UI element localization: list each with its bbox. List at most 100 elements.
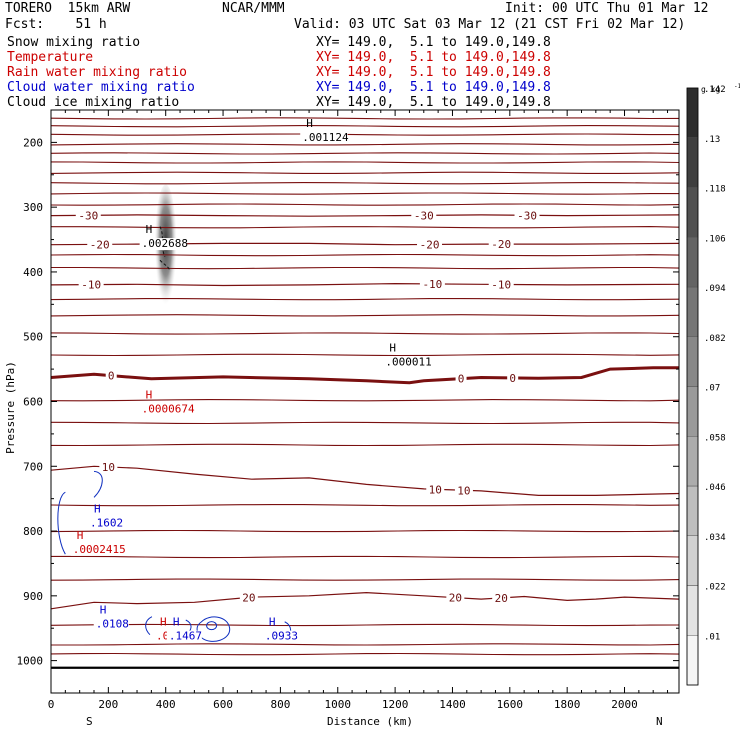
max-marker: H xyxy=(100,603,107,616)
isotherm-line xyxy=(50,282,680,287)
colorbar-label: .046 xyxy=(704,483,726,493)
isotherm-line xyxy=(50,332,680,335)
isotherm-label: -10 xyxy=(422,278,442,291)
isotherm-label-bg xyxy=(492,591,511,603)
x-tick-label: 600 xyxy=(213,698,233,711)
field-label-temperature: Temperature xyxy=(7,50,94,65)
field-xy-snow: XY= 149.0, 5.1 to 149.0,149.8 xyxy=(316,35,551,50)
y-axis-label: Pressure (hPa) xyxy=(4,361,17,454)
model-title: TORERO 15km ARW xyxy=(5,1,131,16)
isotherm-line xyxy=(50,421,680,425)
isotherm-label: 0 xyxy=(509,372,516,385)
isotherm-label-bg xyxy=(426,483,445,495)
x-tick-label: 1400 xyxy=(439,698,466,711)
max-label-bg xyxy=(262,630,298,643)
isotherm-line xyxy=(50,529,680,533)
x-tick-label: 1000 xyxy=(325,698,352,711)
x-axis-label: Distance (km) xyxy=(327,715,413,728)
x-tick-label: 800 xyxy=(270,698,290,711)
isotherm-label-bg xyxy=(99,460,118,472)
x-tick-label: 1600 xyxy=(497,698,524,711)
max-marker: H xyxy=(269,616,276,629)
field-xy-cloud-water: XY= 149.0, 5.1 to 149.0,149.8 xyxy=(316,80,551,95)
max-marker: H xyxy=(160,616,167,629)
colorbar-unit: g kg xyxy=(701,85,720,94)
isotherm-line xyxy=(50,161,680,164)
field-xy-rain: XY= 149.0, 5.1 to 149.0,149.8 xyxy=(316,65,551,80)
forecast-hour: Fcst: 51 h xyxy=(5,17,107,32)
max-value: .0002415 xyxy=(73,543,126,556)
isotherm-line xyxy=(51,266,680,270)
max-marker: H xyxy=(306,117,313,130)
isotherm-label: 0 xyxy=(108,370,115,383)
colorbar-cell xyxy=(686,535,699,586)
isotherm-label-bg xyxy=(446,591,465,603)
colorbar-cell xyxy=(686,436,699,487)
isotherm-label: -10 xyxy=(491,278,511,291)
max-label-bg xyxy=(70,543,125,556)
isotherm-line xyxy=(50,314,680,317)
y-tick-label: 300 xyxy=(23,201,43,214)
cloud-water-contour xyxy=(196,616,231,642)
max-label-bg xyxy=(300,131,348,144)
isotherm-line xyxy=(50,192,679,195)
colorbar-unit-exp: -1 xyxy=(734,83,740,90)
colorbar-label: .082 xyxy=(704,334,726,344)
colorbar-cell xyxy=(686,137,699,188)
isotherm-label: -30 xyxy=(517,209,537,222)
colorbar-label: .13 xyxy=(704,135,720,145)
isotherm-label: 0 xyxy=(458,373,465,386)
colorbar-cell xyxy=(686,187,699,238)
max-label-bg xyxy=(88,517,124,530)
max-label-bg xyxy=(93,618,129,631)
colorbar-cell xyxy=(686,87,699,138)
colorbar-cell xyxy=(686,237,699,288)
cloud-water-contour xyxy=(206,621,218,631)
y-tick-label: 400 xyxy=(23,266,43,279)
init-time: Init: 00 UTC Thu 01 Mar 12 xyxy=(505,1,709,16)
isotherm-label: 10 xyxy=(457,484,470,497)
isotherm-line xyxy=(50,152,680,155)
isotherm-line xyxy=(50,504,680,507)
max-value: .1602 xyxy=(90,516,123,529)
isotherm-line xyxy=(50,366,679,385)
max-marker: H xyxy=(146,388,153,401)
isotherm-line xyxy=(50,353,680,357)
isotherm-line xyxy=(50,298,680,301)
max-marker: H xyxy=(77,529,84,542)
colorbar-label: .058 xyxy=(704,433,726,443)
isotherm-label: 20 xyxy=(449,592,462,605)
isotherm-line xyxy=(50,182,680,185)
isotherm-label: 10 xyxy=(429,483,442,496)
source-label: NCAR/MMM xyxy=(222,1,285,16)
isotherm-line xyxy=(50,465,680,496)
field-label-cloud-water: Cloud water mixing ratio xyxy=(7,80,195,95)
field-xy-cloud-ice: XY= 149.0, 5.1 to 149.0,149.8 xyxy=(316,95,551,110)
isotherm-label-bg xyxy=(87,238,113,250)
isotherm-label-bg xyxy=(78,278,104,290)
isotherm-line xyxy=(50,214,680,217)
isotherm-label: -30 xyxy=(78,209,98,222)
isotherm-line xyxy=(50,591,680,610)
max-label-bg xyxy=(383,356,431,369)
isotherm-line xyxy=(50,125,680,128)
colorbar-cell xyxy=(686,386,699,437)
cloud-water-contour xyxy=(57,470,103,555)
isotherm-label: 10 xyxy=(102,461,115,474)
colorbar-cell xyxy=(686,336,699,387)
isotherm-label-bg xyxy=(455,372,467,384)
x-tick-label: 200 xyxy=(98,698,118,711)
x-tick-label: 0 xyxy=(48,698,55,711)
isotherm-line xyxy=(50,143,680,146)
north-label: N xyxy=(656,715,663,728)
max-label-bg xyxy=(139,238,188,251)
isotherm-line xyxy=(51,643,680,646)
isotherm-label-bg xyxy=(411,209,437,221)
isotherm-line xyxy=(50,117,680,120)
max-value: .000011 xyxy=(385,356,431,369)
isotherm-label: -20 xyxy=(420,238,440,251)
max-value: .1467 xyxy=(169,630,202,643)
max-value: .002688 xyxy=(142,237,188,250)
isotherm-line xyxy=(50,399,680,402)
isotherm-label-bg xyxy=(488,238,514,250)
